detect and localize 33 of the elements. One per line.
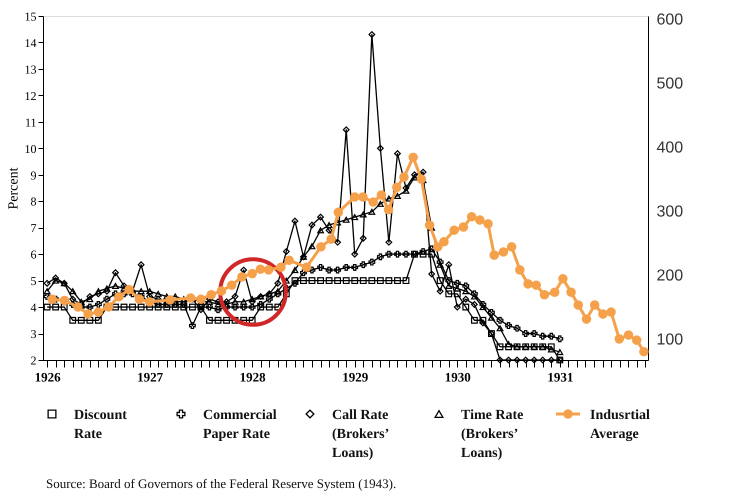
legend-label: Indusrtial Average <box>590 408 650 442</box>
y-tick-label: 3 <box>30 327 36 342</box>
x-tick-label: 1931 <box>547 370 574 384</box>
x-tick-label: 1929 <box>342 370 369 384</box>
y2-tick-label: 100 <box>656 331 684 348</box>
y-tick-label: 8 <box>30 194 36 209</box>
y-tick-label: 2 <box>30 354 36 368</box>
y2-tick-label: 200 <box>656 267 684 284</box>
y-tick-label: 10 <box>24 142 36 156</box>
y-tick-label: 4 <box>30 300 36 315</box>
y2-tick-label: 400 <box>656 140 684 157</box>
legend-label: Commercial Paper Rate <box>203 408 277 442</box>
y-tick-label: 12 <box>24 88 36 103</box>
y2-tick-label: 600 <box>656 12 684 29</box>
y2-tick-label: 500 <box>656 76 684 93</box>
x-tick-label: 1928 <box>240 370 266 384</box>
y2-tick-label: 300 <box>656 204 684 221</box>
y-tick-label: 5 <box>30 274 36 288</box>
y-tick-label: 15 <box>24 10 36 24</box>
x-tick-label: 1930 <box>444 370 471 384</box>
legend-label: Call Rate (Brokers’ Loans) <box>332 408 390 461</box>
legend-label: Time Rate (Brokers’ Loans) <box>461 408 524 461</box>
y-tick-label: 9 <box>30 168 36 182</box>
source-note: Source: Board of Governors of the Federal Reserve System (1943). <box>46 476 396 491</box>
x-tick-label: 1926 <box>34 370 62 384</box>
x-tick-label: 1927 <box>137 370 164 384</box>
y-axis-title: Percent <box>6 167 22 210</box>
y-tick-label: 7 <box>30 221 36 236</box>
y-tick-label: 13 <box>24 62 36 76</box>
y-tick-label: 11 <box>24 115 36 130</box>
y-tick-label: 14 <box>24 36 36 50</box>
y-tick-label: 6 <box>30 248 36 262</box>
legend-label: Discount Rate <box>74 408 128 442</box>
